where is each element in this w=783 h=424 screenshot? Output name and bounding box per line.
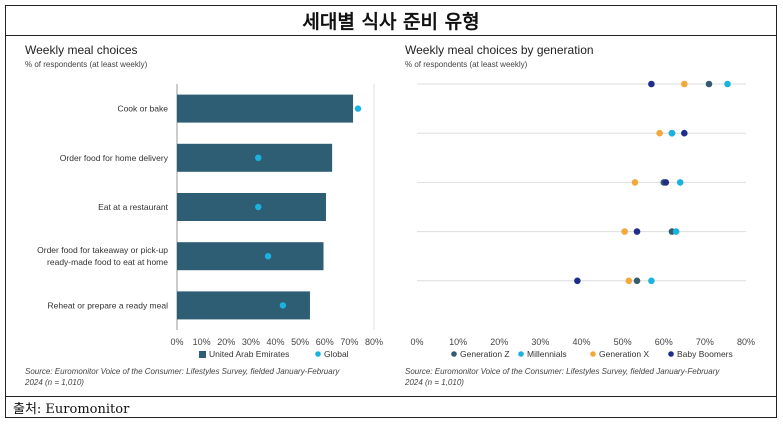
right-x-tick-label: 10%: [449, 337, 467, 347]
right-source-line1: Source: Euromonitor Voice of the Consume…: [405, 367, 720, 376]
right-x-tick-label: 20%: [490, 337, 508, 347]
left-x-tick-label: 0%: [170, 337, 183, 347]
right-dot-generation-z: [633, 277, 641, 285]
right-dot-generation-x: [656, 129, 663, 137]
right-legend-swatch: [451, 351, 457, 357]
left-x-tick-label: 50%: [291, 337, 309, 347]
right-dot-baby-boomers: [574, 277, 581, 285]
right-legend-label: Millennials: [527, 349, 567, 359]
right-dot-baby-boomers: [633, 228, 641, 235]
right-x-tick-label: 30%: [531, 337, 549, 347]
right-x-tick-label: 70%: [696, 337, 714, 347]
right-dot-millennials: [676, 179, 684, 186]
right-dot-generation-x: [681, 80, 688, 88]
chart-panel: Weekly meal choices % of respondents (at…: [6, 36, 776, 397]
left-global-dot: [264, 253, 272, 260]
right-x-tick-label: 80%: [737, 337, 755, 347]
left-x-tick-label: 70%: [340, 337, 358, 347]
right-chart-title: Weekly meal choices by generation: [405, 43, 594, 57]
left-global-dot: [279, 302, 287, 309]
left-chart: 0% 10% 20% 30% 40% 50% 60% 70% 80% Cook or bake Or…: [37, 84, 383, 359]
right-dot-generation-x: [621, 228, 628, 235]
right-dot-millennials: [724, 80, 731, 88]
right-chart-subtitle: % of respondents (at least weekly): [405, 60, 528, 69]
left-chart-title: Weekly meal choices: [25, 43, 138, 57]
right-legend-swatch: [590, 351, 596, 357]
right-chart: 0% 10% 20% 30% 40% 50% 60% 70% 80% Generation Z Mi…: [410, 80, 755, 359]
left-bar: [177, 242, 324, 271]
left-bar: [177, 94, 354, 123]
left-x-tick-label: 40%: [266, 337, 284, 347]
right-source-line2: 2024 (n = 1,010): [404, 378, 464, 387]
left-x-tick-label: 10%: [193, 337, 211, 347]
left-category-label: ready-made food to eat at home: [47, 257, 168, 267]
left-bar: [177, 193, 326, 221]
right-legend-label: Baby Boomers: [677, 349, 733, 359]
right-dot-millennials: [648, 277, 655, 285]
left-global-dot: [255, 154, 262, 161]
right-dot-generation-x: [625, 277, 633, 285]
left-bar: [177, 291, 310, 320]
left-legend-swatch-global: [315, 351, 321, 357]
right-x-tick-label: 0%: [410, 337, 423, 347]
right-legend-swatch: [668, 351, 674, 357]
right-legend-swatch: [518, 351, 524, 357]
left-category-label: Order food for takeaway or pick-up: [37, 245, 168, 255]
left-bar: [177, 143, 333, 172]
left-source-line1: Source: Euromonitor Voice of the Consume…: [25, 367, 340, 376]
left-category-label: Order food for home delivery: [60, 153, 169, 163]
right-legend-label: Generation X: [599, 349, 649, 359]
right-legend-label: Generation Z: [460, 349, 510, 359]
left-legend-label-global: Global: [324, 349, 349, 359]
left-global-dot: [255, 203, 262, 211]
right-x-tick-label: 60%: [655, 337, 673, 347]
charts-canvas: Weekly meal choices % of respondents (at…: [24, 43, 755, 387]
right-dot-generation-x: [631, 179, 639, 186]
right-dot-baby-boomers: [662, 179, 670, 186]
left-category-label: Cook or bake: [117, 104, 168, 114]
figure-frame: 세대별 식사 준비 유형 Weekly meal choices % of re…: [5, 5, 777, 418]
left-legend-label-uae: United Arab Emirates: [209, 349, 289, 359]
left-x-tick-label: 30%: [242, 337, 260, 347]
right-dot-baby-boomers: [681, 129, 688, 137]
left-source-line2: 2024 (n = 1,010): [24, 378, 84, 387]
left-legend-swatch-uae: [199, 351, 206, 358]
left-chart-subtitle: % of respondents (at least weekly): [25, 60, 148, 69]
footer-source: 출처: Euromonitor: [13, 401, 130, 417]
left-global-dot: [354, 105, 362, 112]
left-category-label: Eat at a restaurant: [98, 202, 169, 212]
right-dot-millennials: [668, 129, 676, 137]
left-x-tick-label: 20%: [217, 337, 235, 347]
right-dot-generation-z: [705, 80, 713, 88]
right-x-tick-label: 50%: [614, 337, 632, 347]
page-title: 세대별 식사 준비 유형: [6, 6, 776, 36]
left-category-label: Reheat or prepare a ready meal: [48, 300, 169, 310]
right-x-tick-label: 40%: [572, 337, 590, 347]
right-dot-baby-boomers: [648, 80, 655, 88]
right-dot-millennials: [672, 228, 680, 235]
left-x-tick-label: 60%: [316, 337, 334, 347]
left-x-tick-label: 80%: [365, 337, 383, 347]
